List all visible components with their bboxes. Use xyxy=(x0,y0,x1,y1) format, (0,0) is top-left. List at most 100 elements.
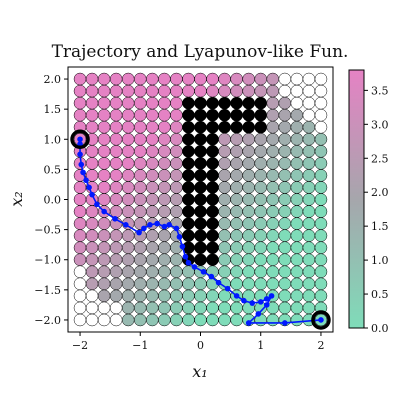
grid-cell xyxy=(134,96,147,110)
grid-cell xyxy=(170,96,183,110)
grid-cell xyxy=(158,205,171,218)
grid-cell xyxy=(290,253,304,266)
grid-cell xyxy=(230,72,243,86)
grid-cell xyxy=(230,157,243,170)
grid-cell xyxy=(194,241,207,254)
grid-cell xyxy=(134,120,147,134)
grid-cell xyxy=(230,169,243,182)
grid-cell xyxy=(266,205,280,218)
grid-cell xyxy=(254,217,267,230)
grid-cell xyxy=(242,96,255,110)
grid-cell xyxy=(266,133,280,146)
grid-cell xyxy=(146,84,159,98)
grid-cell xyxy=(254,120,267,134)
grid-cell xyxy=(242,108,255,122)
grid-cell xyxy=(278,157,292,170)
grid-cell xyxy=(218,241,231,254)
grid-cell xyxy=(134,133,147,146)
grid-cell xyxy=(158,289,171,303)
grid-cell xyxy=(158,313,171,327)
grid-cell xyxy=(278,120,292,134)
grid-cell xyxy=(242,265,255,279)
grid-cell xyxy=(73,289,87,303)
grid-cell xyxy=(242,120,255,134)
grid-cell xyxy=(170,277,183,291)
grid-cell xyxy=(266,313,280,327)
grid-cell xyxy=(218,205,231,218)
grid-cell xyxy=(254,157,267,170)
grid-cell xyxy=(218,181,231,194)
y-axis-label: x₂ xyxy=(7,191,26,206)
grid-cell xyxy=(158,84,171,98)
grid-cell xyxy=(97,229,111,242)
grid-cell xyxy=(302,217,316,230)
grid-cell xyxy=(97,72,111,86)
grid-cell xyxy=(314,241,328,254)
grid-cell xyxy=(121,301,135,315)
y-tick-label: 0.0 xyxy=(44,194,62,207)
grid-cell xyxy=(194,193,207,206)
grid-cell xyxy=(302,96,316,110)
x-tick-label: −2 xyxy=(72,339,88,352)
grid-cell xyxy=(170,84,183,98)
grid-cell xyxy=(170,157,183,170)
grid-cell xyxy=(194,277,207,291)
grid-cell xyxy=(97,313,111,327)
grid-cell xyxy=(146,277,159,291)
grid-cell xyxy=(97,265,111,279)
grid-cell xyxy=(218,169,231,182)
grid-cell xyxy=(314,96,328,110)
grid-cell xyxy=(85,108,99,122)
grid-cell xyxy=(146,229,159,242)
grid-cell xyxy=(206,108,219,122)
grid-cell xyxy=(146,108,159,122)
grid-cell xyxy=(134,253,147,266)
grid-cell xyxy=(158,133,171,146)
grid-cell xyxy=(290,289,304,303)
grid-cell xyxy=(278,277,292,291)
grid-cell xyxy=(254,193,267,206)
grid-cell xyxy=(218,265,231,279)
grid-cell xyxy=(218,313,231,327)
grid-cell xyxy=(73,193,87,206)
grid-cell xyxy=(121,205,135,218)
grid-cell xyxy=(158,96,171,110)
trajectory-point xyxy=(215,279,222,286)
grid-cell xyxy=(121,193,135,206)
grid-cell xyxy=(194,217,207,230)
grid-cell xyxy=(170,301,183,315)
grid-cell xyxy=(278,169,292,182)
grid-cell xyxy=(146,301,159,315)
grid-cell xyxy=(206,157,219,170)
grid-cell xyxy=(109,205,123,218)
grid-cell xyxy=(218,193,231,206)
grid-cell xyxy=(158,229,171,242)
grid-cell xyxy=(194,133,207,146)
grid-cell xyxy=(254,133,267,146)
grid-cell xyxy=(109,313,123,327)
grid-cell xyxy=(242,229,255,242)
grid-cell xyxy=(218,301,231,315)
grid-cell xyxy=(230,205,243,218)
grid-cell xyxy=(109,181,123,194)
trajectory-point xyxy=(200,268,207,275)
grid-cell xyxy=(170,145,183,158)
grid-cell xyxy=(109,96,123,110)
grid-cell xyxy=(314,120,328,134)
trajectory-point xyxy=(263,302,270,308)
grid-cell xyxy=(97,169,111,182)
grid-cell xyxy=(290,313,304,327)
grid-cell xyxy=(146,313,159,327)
grid-cell xyxy=(302,301,316,315)
grid-cell xyxy=(314,133,328,146)
y-tick-label: −1.5 xyxy=(34,284,61,297)
grid-cell xyxy=(182,193,195,206)
grid-cell xyxy=(158,241,171,254)
grid-cell xyxy=(242,217,255,230)
grid-cell xyxy=(254,181,267,194)
grid-cell xyxy=(170,72,183,86)
grid-cell xyxy=(302,169,316,182)
grid-cell xyxy=(170,205,183,218)
grid-cell xyxy=(85,145,99,158)
grid-cell xyxy=(206,253,219,266)
